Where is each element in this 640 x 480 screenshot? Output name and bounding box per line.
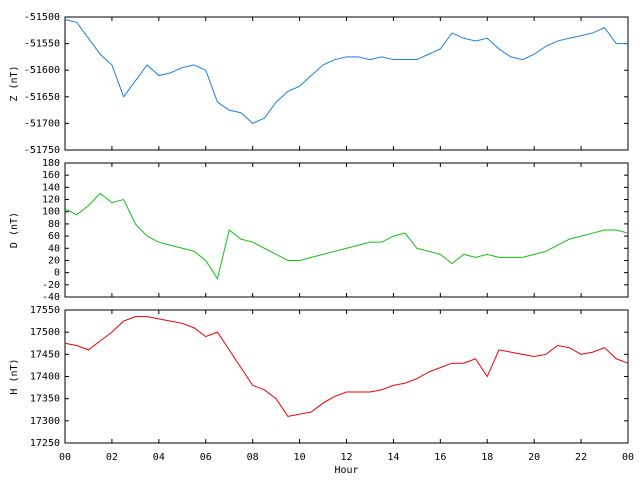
y-axis-label: Z (nT)	[9, 65, 20, 101]
y-tick-label: 17500	[30, 327, 60, 338]
y-tick-label: 17550	[30, 305, 60, 316]
y-tick-label: -40	[42, 292, 60, 303]
x-tick-label: 20	[528, 452, 540, 463]
x-tick-label: 00	[622, 452, 634, 463]
y-tick-label: 160	[42, 170, 60, 181]
x-tick-label: 14	[387, 452, 399, 463]
y-tick-label: 100	[42, 207, 60, 218]
y-tick-label: 17400	[30, 372, 60, 383]
y-tick-label: -51600	[24, 65, 60, 76]
y-tick-label: 40	[48, 243, 60, 254]
y-tick-label: 0	[54, 268, 60, 279]
y-tick-label: 180	[42, 158, 60, 169]
data-line	[64, 316, 629, 417]
plot-frame	[64, 309, 629, 444]
y-tick-label: -51700	[24, 118, 60, 129]
y-tick-label: -51750	[24, 145, 60, 156]
x-tick-label: 10	[294, 452, 306, 463]
data-line	[64, 19, 628, 124]
y-tick-label: 60	[48, 231, 60, 242]
x-tick-label: 04	[153, 452, 165, 463]
y-tick-label: 120	[42, 195, 60, 206]
y-tick-label: 17450	[30, 349, 60, 360]
y-tick-label: -20	[42, 280, 60, 291]
x-tick-label: 12	[340, 452, 352, 463]
y-tick-label: 80	[48, 219, 60, 230]
plot-frame	[64, 16, 629, 151]
y-tick-label: -51650	[24, 92, 60, 103]
data-line	[64, 192, 629, 280]
y-axis-label: H (nT)	[9, 358, 20, 394]
y-tick-label: -51550	[24, 39, 60, 50]
y-tick-label: 17350	[30, 394, 60, 405]
x-axis-label: Hour	[334, 465, 358, 476]
y-tick-label: 17250	[30, 438, 60, 449]
x-tick-label: 00	[59, 452, 71, 463]
plot-frame	[64, 162, 629, 298]
x-tick-label: 02	[106, 452, 118, 463]
x-tick-label: 06	[200, 452, 212, 463]
x-tick-label: 16	[434, 452, 446, 463]
y-tick-label: 17300	[30, 416, 60, 427]
y-tick-label: 140	[42, 182, 60, 193]
x-tick-label: 08	[247, 452, 259, 463]
y-axis-label: D (nT)	[9, 212, 20, 248]
x-tick-label: 18	[481, 452, 493, 463]
y-tick-label: 20	[48, 255, 60, 266]
y-tick-label: -51500	[24, 12, 60, 23]
x-tick-label: 22	[575, 452, 587, 463]
